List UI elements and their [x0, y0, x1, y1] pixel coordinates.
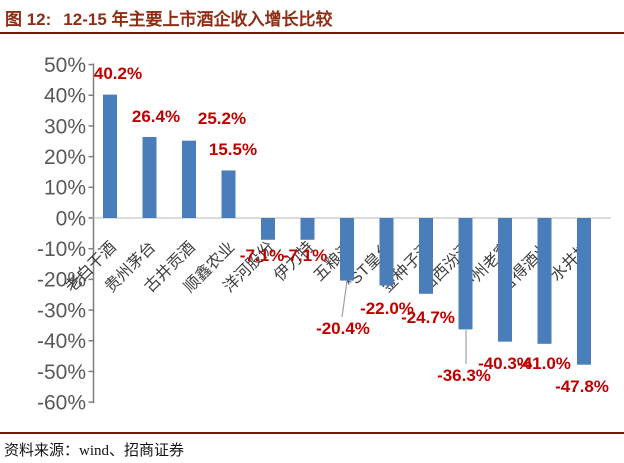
y-tick-label: 20%: [44, 146, 86, 169]
y-tick-label: -20%: [37, 269, 86, 292]
y-tick-label: 40%: [44, 85, 86, 108]
figure-title: 图 12: 12-15 年主要上市酒企收入增长比较: [5, 5, 619, 30]
bar: [142, 136, 157, 218]
bar: [182, 140, 196, 218]
bar: [221, 170, 236, 218]
bar: [261, 218, 275, 240]
y-tick-label: 10%: [44, 177, 86, 200]
y-tick-label: -60%: [37, 391, 86, 414]
data-label: -7.1%: [240, 246, 284, 265]
y-tick-label: -50%: [37, 361, 86, 384]
bar: [537, 218, 552, 344]
data-label: -20.4%: [316, 319, 370, 338]
figure-title-text: 12-15 年主要上市酒企收入增长比较: [63, 10, 333, 29]
data-label: 40.2%: [94, 64, 142, 83]
bar: [458, 218, 473, 330]
footer-divider: [0, 432, 624, 434]
y-tick-label: 50%: [44, 54, 86, 77]
data-label: -36.3%: [437, 366, 491, 385]
bar: [577, 218, 591, 365]
y-tick-label: 0%: [56, 207, 86, 230]
leader-line: [341, 280, 348, 318]
source-note: 资料来源：wind、招商证券: [4, 443, 185, 459]
title-divider: [0, 32, 624, 34]
data-label: 26.4%: [132, 107, 180, 126]
data-label: -47.8%: [555, 377, 609, 396]
bar: [340, 218, 354, 281]
bar: [300, 218, 315, 240]
data-label: -22.0%: [360, 299, 414, 318]
bar: [419, 218, 433, 294]
figure-number: 图 12:: [5, 10, 52, 29]
data-label: -41.0%: [517, 354, 571, 373]
data-label: -7.1%: [283, 246, 327, 265]
data-label: 15.5%: [209, 140, 257, 159]
y-tick-label: -30%: [37, 299, 86, 322]
bar: [103, 94, 117, 218]
data-label: -40.3%: [478, 354, 532, 373]
y-tick-label: 30%: [44, 115, 86, 138]
y-tick-label: -40%: [37, 330, 86, 353]
bar: [498, 218, 512, 342]
bar: [379, 218, 394, 286]
data-label: -24.7%: [401, 308, 455, 327]
y-tick-label: -10%: [37, 238, 86, 261]
data-label: 25.2%: [198, 109, 246, 128]
